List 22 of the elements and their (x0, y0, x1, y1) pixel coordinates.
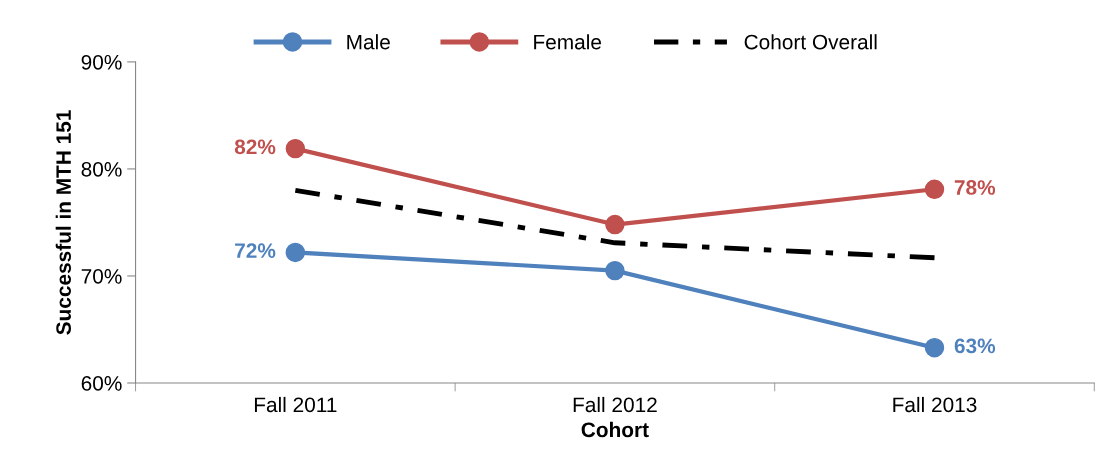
x-tick-label: Fall 2013 (893, 396, 977, 413)
point (285, 138, 306, 159)
y-tick-label: 90% (81, 54, 122, 70)
y-tick-label: 70% (81, 268, 122, 284)
data-label: 72% (235, 243, 276, 258)
y-axis-title: Successful in MTH 151 (55, 110, 71, 335)
point (605, 214, 625, 235)
x-axis-title: Cohort (581, 421, 649, 438)
point (924, 337, 945, 358)
point (605, 260, 625, 281)
legend-label: Cohort Overall (744, 34, 877, 50)
point (285, 242, 306, 263)
legend-label: Male (347, 34, 390, 50)
data-label: 78% (954, 180, 996, 195)
data-label: 82% (234, 139, 276, 155)
x-tick-label: Fall 2012 (573, 396, 657, 413)
x-tick-label: Fall 2011 (254, 396, 337, 413)
data-label: 63% (954, 338, 996, 354)
y-tick-label: 60% (81, 376, 122, 391)
point (924, 179, 945, 199)
y-tick-label: 80% (81, 161, 122, 177)
legend-label: Female (534, 34, 602, 50)
